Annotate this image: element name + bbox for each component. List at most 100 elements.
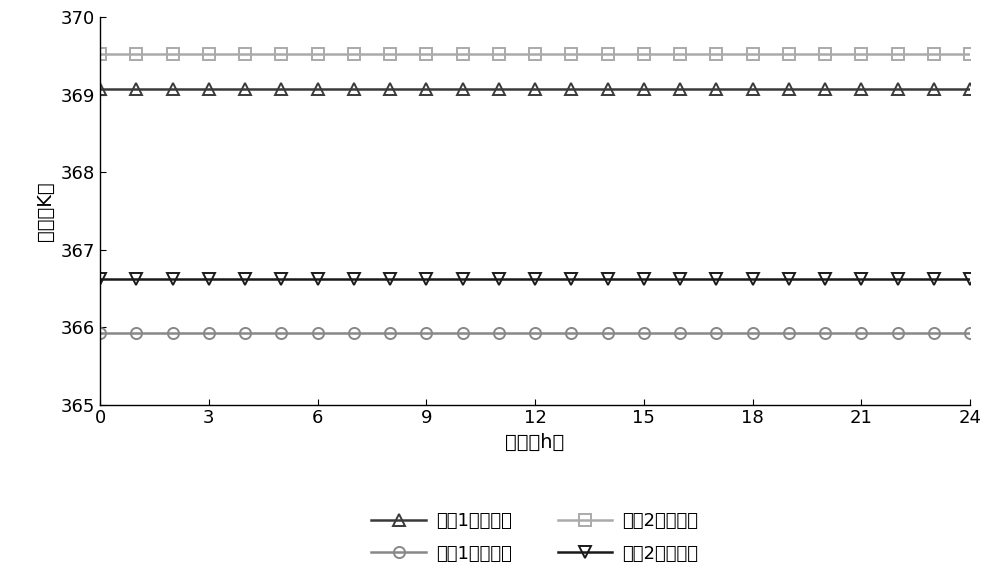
工况2入口温度 (166, 50, 179, 57)
工况2入口温度 (783, 50, 795, 57)
工况2入口温度 (275, 50, 287, 57)
Y-axis label: 温度（K）: 温度（K） (36, 181, 55, 241)
工况1入口温度 (674, 86, 686, 93)
工况2入口温度 (855, 50, 867, 57)
工况2入口温度 (892, 50, 904, 57)
工况1入口温度 (420, 86, 432, 93)
工况2出口温度 (166, 276, 179, 283)
工况1出口温度 (746, 330, 759, 337)
工况2入口温度 (130, 50, 142, 57)
工况2出口温度 (710, 276, 722, 283)
工况2入口温度 (420, 50, 432, 57)
工况1出口温度 (493, 330, 505, 337)
工况1出口温度 (602, 330, 614, 337)
工况2入口温度 (964, 50, 976, 57)
工况1出口温度 (94, 330, 106, 337)
工况1出口温度 (565, 330, 577, 337)
工况1入口温度 (746, 86, 759, 93)
工况1出口温度 (203, 330, 215, 337)
工况1入口温度 (94, 86, 106, 93)
工况2入口温度 (348, 50, 360, 57)
工况1入口温度 (638, 86, 650, 93)
工况2入口温度 (384, 50, 396, 57)
工况1出口温度 (638, 330, 650, 337)
工况2出口温度 (529, 276, 541, 283)
工况2入口温度 (312, 50, 324, 57)
工况1出口温度 (312, 330, 324, 337)
工况2出口温度 (420, 276, 432, 283)
工况2入口温度 (493, 50, 505, 57)
工况2出口温度 (855, 276, 867, 283)
工况1出口温度 (166, 330, 179, 337)
工况2入口温度 (819, 50, 831, 57)
工况2出口温度 (94, 276, 106, 283)
工况1出口温度 (928, 330, 940, 337)
工况1入口温度 (130, 86, 142, 93)
工况2出口温度 (602, 276, 614, 283)
工况1出口温度 (819, 330, 831, 337)
工况2出口温度 (348, 276, 360, 283)
工况1出口温度 (420, 330, 432, 337)
工况1出口温度 (275, 330, 287, 337)
工况1出口温度 (529, 330, 541, 337)
X-axis label: 时间（h）: 时间（h） (505, 433, 565, 452)
Line: 工况1入口温度: 工况1入口温度 (94, 84, 976, 95)
工况1入口温度 (819, 86, 831, 93)
工况1出口温度 (710, 330, 722, 337)
工况1出口温度 (456, 330, 468, 337)
工况2入口温度 (674, 50, 686, 57)
工况2出口温度 (783, 276, 795, 283)
工况1出口温度 (783, 330, 795, 337)
工况2入口温度 (529, 50, 541, 57)
工况2入口温度 (602, 50, 614, 57)
工况1出口温度 (855, 330, 867, 337)
工况1入口温度 (456, 86, 468, 93)
工况2出口温度 (565, 276, 577, 283)
工况2入口温度 (638, 50, 650, 57)
工况1入口温度 (239, 86, 251, 93)
工况1入口温度 (710, 86, 722, 93)
工况2入口温度 (565, 50, 577, 57)
工况1入口温度 (275, 86, 287, 93)
工况1入口温度 (855, 86, 867, 93)
工况1入口温度 (892, 86, 904, 93)
工况1入口温度 (928, 86, 940, 93)
工况2入口温度 (456, 50, 468, 57)
工况2出口温度 (638, 276, 650, 283)
工况1出口温度 (130, 330, 142, 337)
Legend: 工况1入口温度, 工况1出口温度, 工况2入口温度, 工况2出口温度: 工况1入口温度, 工况1出口温度, 工况2入口温度, 工况2出口温度 (364, 505, 706, 570)
工况1出口温度 (892, 330, 904, 337)
工况2出口温度 (456, 276, 468, 283)
工况2出口温度 (746, 276, 759, 283)
工况1出口温度 (239, 330, 251, 337)
工况1出口温度 (964, 330, 976, 337)
工况1入口温度 (384, 86, 396, 93)
工况1入口温度 (203, 86, 215, 93)
工况2入口温度 (746, 50, 759, 57)
工况2出口温度 (312, 276, 324, 283)
工况1出口温度 (384, 330, 396, 337)
Line: 工况1出口温度: 工况1出口温度 (94, 328, 976, 339)
工况1入口温度 (493, 86, 505, 93)
工况2入口温度 (239, 50, 251, 57)
工况1入口温度 (529, 86, 541, 93)
工况2出口温度 (674, 276, 686, 283)
工况2入口温度 (94, 50, 106, 57)
工况2出口温度 (239, 276, 251, 283)
工况2出口温度 (928, 276, 940, 283)
工况1入口温度 (964, 86, 976, 93)
工况2出口温度 (203, 276, 215, 283)
工况1出口温度 (674, 330, 686, 337)
工况2出口温度 (964, 276, 976, 283)
工况2入口温度 (203, 50, 215, 57)
工况2出口温度 (819, 276, 831, 283)
工况1入口温度 (312, 86, 324, 93)
工况2出口温度 (384, 276, 396, 283)
工况2出口温度 (130, 276, 142, 283)
工况1入口温度 (565, 86, 577, 93)
工况2出口温度 (892, 276, 904, 283)
工况1入口温度 (166, 86, 179, 93)
工况1入口温度 (602, 86, 614, 93)
Line: 工况2出口温度: 工况2出口温度 (94, 273, 976, 285)
工况2出口温度 (493, 276, 505, 283)
